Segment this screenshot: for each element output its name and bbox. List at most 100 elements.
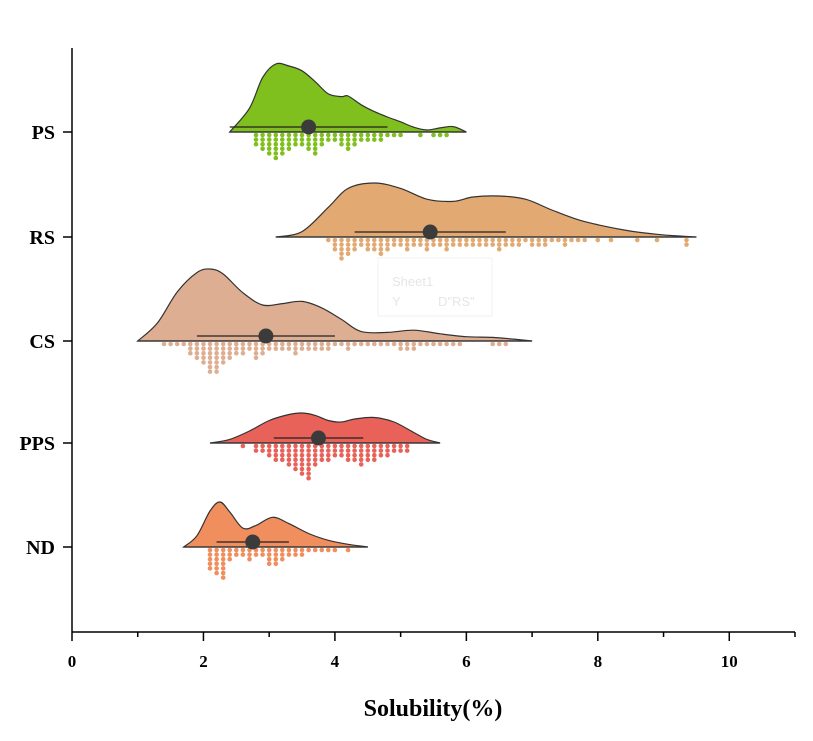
dot-column-pps — [326, 443, 331, 463]
dot-column-nd — [247, 547, 252, 562]
dot-column-nd — [299, 547, 305, 557]
dot-cs — [312, 346, 318, 351]
dot-ps — [345, 141, 351, 147]
dot-rs — [684, 237, 689, 243]
dot-column-cs — [240, 341, 246, 356]
dot-ps — [345, 146, 351, 152]
dot-rs — [490, 237, 496, 243]
dot-cs — [201, 350, 206, 356]
dot-column-cs — [444, 341, 449, 347]
dot-rs — [437, 237, 443, 243]
dot-column-rs — [510, 237, 515, 247]
dot-pps — [372, 457, 377, 463]
dot-pps — [299, 452, 305, 458]
dot-nd — [207, 561, 213, 567]
dot-cs — [253, 350, 259, 356]
dot-pps — [339, 448, 344, 453]
mean-marker-cs — [258, 328, 274, 344]
dot-rs — [398, 237, 403, 243]
dot-rs — [345, 251, 351, 257]
dot-rs — [352, 246, 357, 252]
y-tick-label-ps: PS — [32, 122, 55, 144]
dot-pps — [358, 443, 364, 449]
dot-cs — [457, 341, 463, 347]
dot-cs — [253, 346, 259, 351]
dot-ps — [299, 132, 305, 138]
dot-column-pps — [260, 443, 265, 453]
dot-pps — [312, 452, 318, 458]
dot-cs — [280, 341, 285, 347]
dot-pps — [326, 448, 331, 453]
dot-column-nd — [326, 547, 331, 553]
dot-ps — [266, 132, 272, 138]
dot-pps — [312, 448, 318, 453]
dot-ps — [332, 137, 338, 142]
dot-column-rs — [490, 237, 496, 247]
dot-ps — [306, 137, 311, 142]
dot-column-cs — [326, 341, 331, 351]
dot-ps — [339, 132, 344, 138]
dot-column-ps — [273, 132, 279, 161]
dot-pps — [312, 457, 318, 463]
dot-ps — [273, 155, 279, 161]
dot-pps — [293, 462, 298, 467]
dot-cs — [293, 341, 298, 347]
dot-rs — [595, 237, 601, 243]
dot-ps — [266, 146, 272, 152]
rain-dots-nd — [207, 547, 351, 580]
dot-column-nd — [280, 547, 285, 562]
dot-rs — [372, 242, 377, 247]
dot-rs — [365, 237, 371, 243]
dot-rs — [444, 246, 449, 252]
dot-ps — [352, 137, 357, 142]
dot-ps — [253, 137, 259, 142]
dot-ps — [260, 132, 265, 138]
kde-ps — [228, 62, 467, 133]
dot-column-cs — [273, 341, 279, 351]
dot-ps — [273, 151, 279, 156]
dot-cs — [234, 341, 239, 347]
dot-rs — [332, 242, 338, 247]
dot-column-cs — [431, 341, 436, 347]
dot-rs — [358, 237, 364, 243]
dot-cs — [207, 355, 213, 361]
dot-column-rs — [398, 237, 403, 247]
dot-column-rs — [556, 237, 561, 243]
dot-column-ps — [444, 132, 449, 138]
dot-column-ps — [266, 132, 272, 156]
dot-rs — [556, 237, 561, 243]
dot-column-cs — [496, 341, 502, 347]
dot-column-cs — [490, 341, 496, 347]
dot-column-cs — [220, 341, 226, 365]
dot-cs — [273, 346, 279, 351]
dot-ps — [286, 137, 292, 142]
dot-pps — [273, 452, 279, 458]
dot-ps — [280, 151, 285, 156]
dot-column-nd — [207, 547, 213, 571]
dot-column-cs — [260, 341, 265, 356]
dot-column-nd — [273, 547, 279, 567]
mean-marker-nd — [245, 534, 261, 550]
dot-pps — [293, 443, 298, 449]
dot-column-rs — [444, 237, 449, 252]
dot-column-pps — [339, 443, 344, 458]
series-pps — [209, 412, 441, 481]
dot-pps — [358, 457, 364, 463]
dot-column-ps — [280, 132, 285, 156]
dot-pps — [332, 443, 338, 449]
x-tick-label: 0 — [68, 652, 77, 671]
dot-rs — [516, 242, 522, 247]
dot-rs — [424, 242, 430, 247]
dot-cs — [201, 355, 206, 361]
dot-ps — [266, 137, 272, 142]
dot-column-ps — [385, 132, 390, 138]
dot-ps — [266, 141, 272, 147]
dot-pps — [240, 443, 246, 449]
dot-rs — [378, 237, 384, 243]
dot-pps — [306, 466, 311, 472]
dot-rs — [562, 242, 568, 247]
dot-column-cs — [398, 341, 403, 351]
dot-rs — [345, 242, 351, 247]
dot-pps — [273, 448, 279, 453]
